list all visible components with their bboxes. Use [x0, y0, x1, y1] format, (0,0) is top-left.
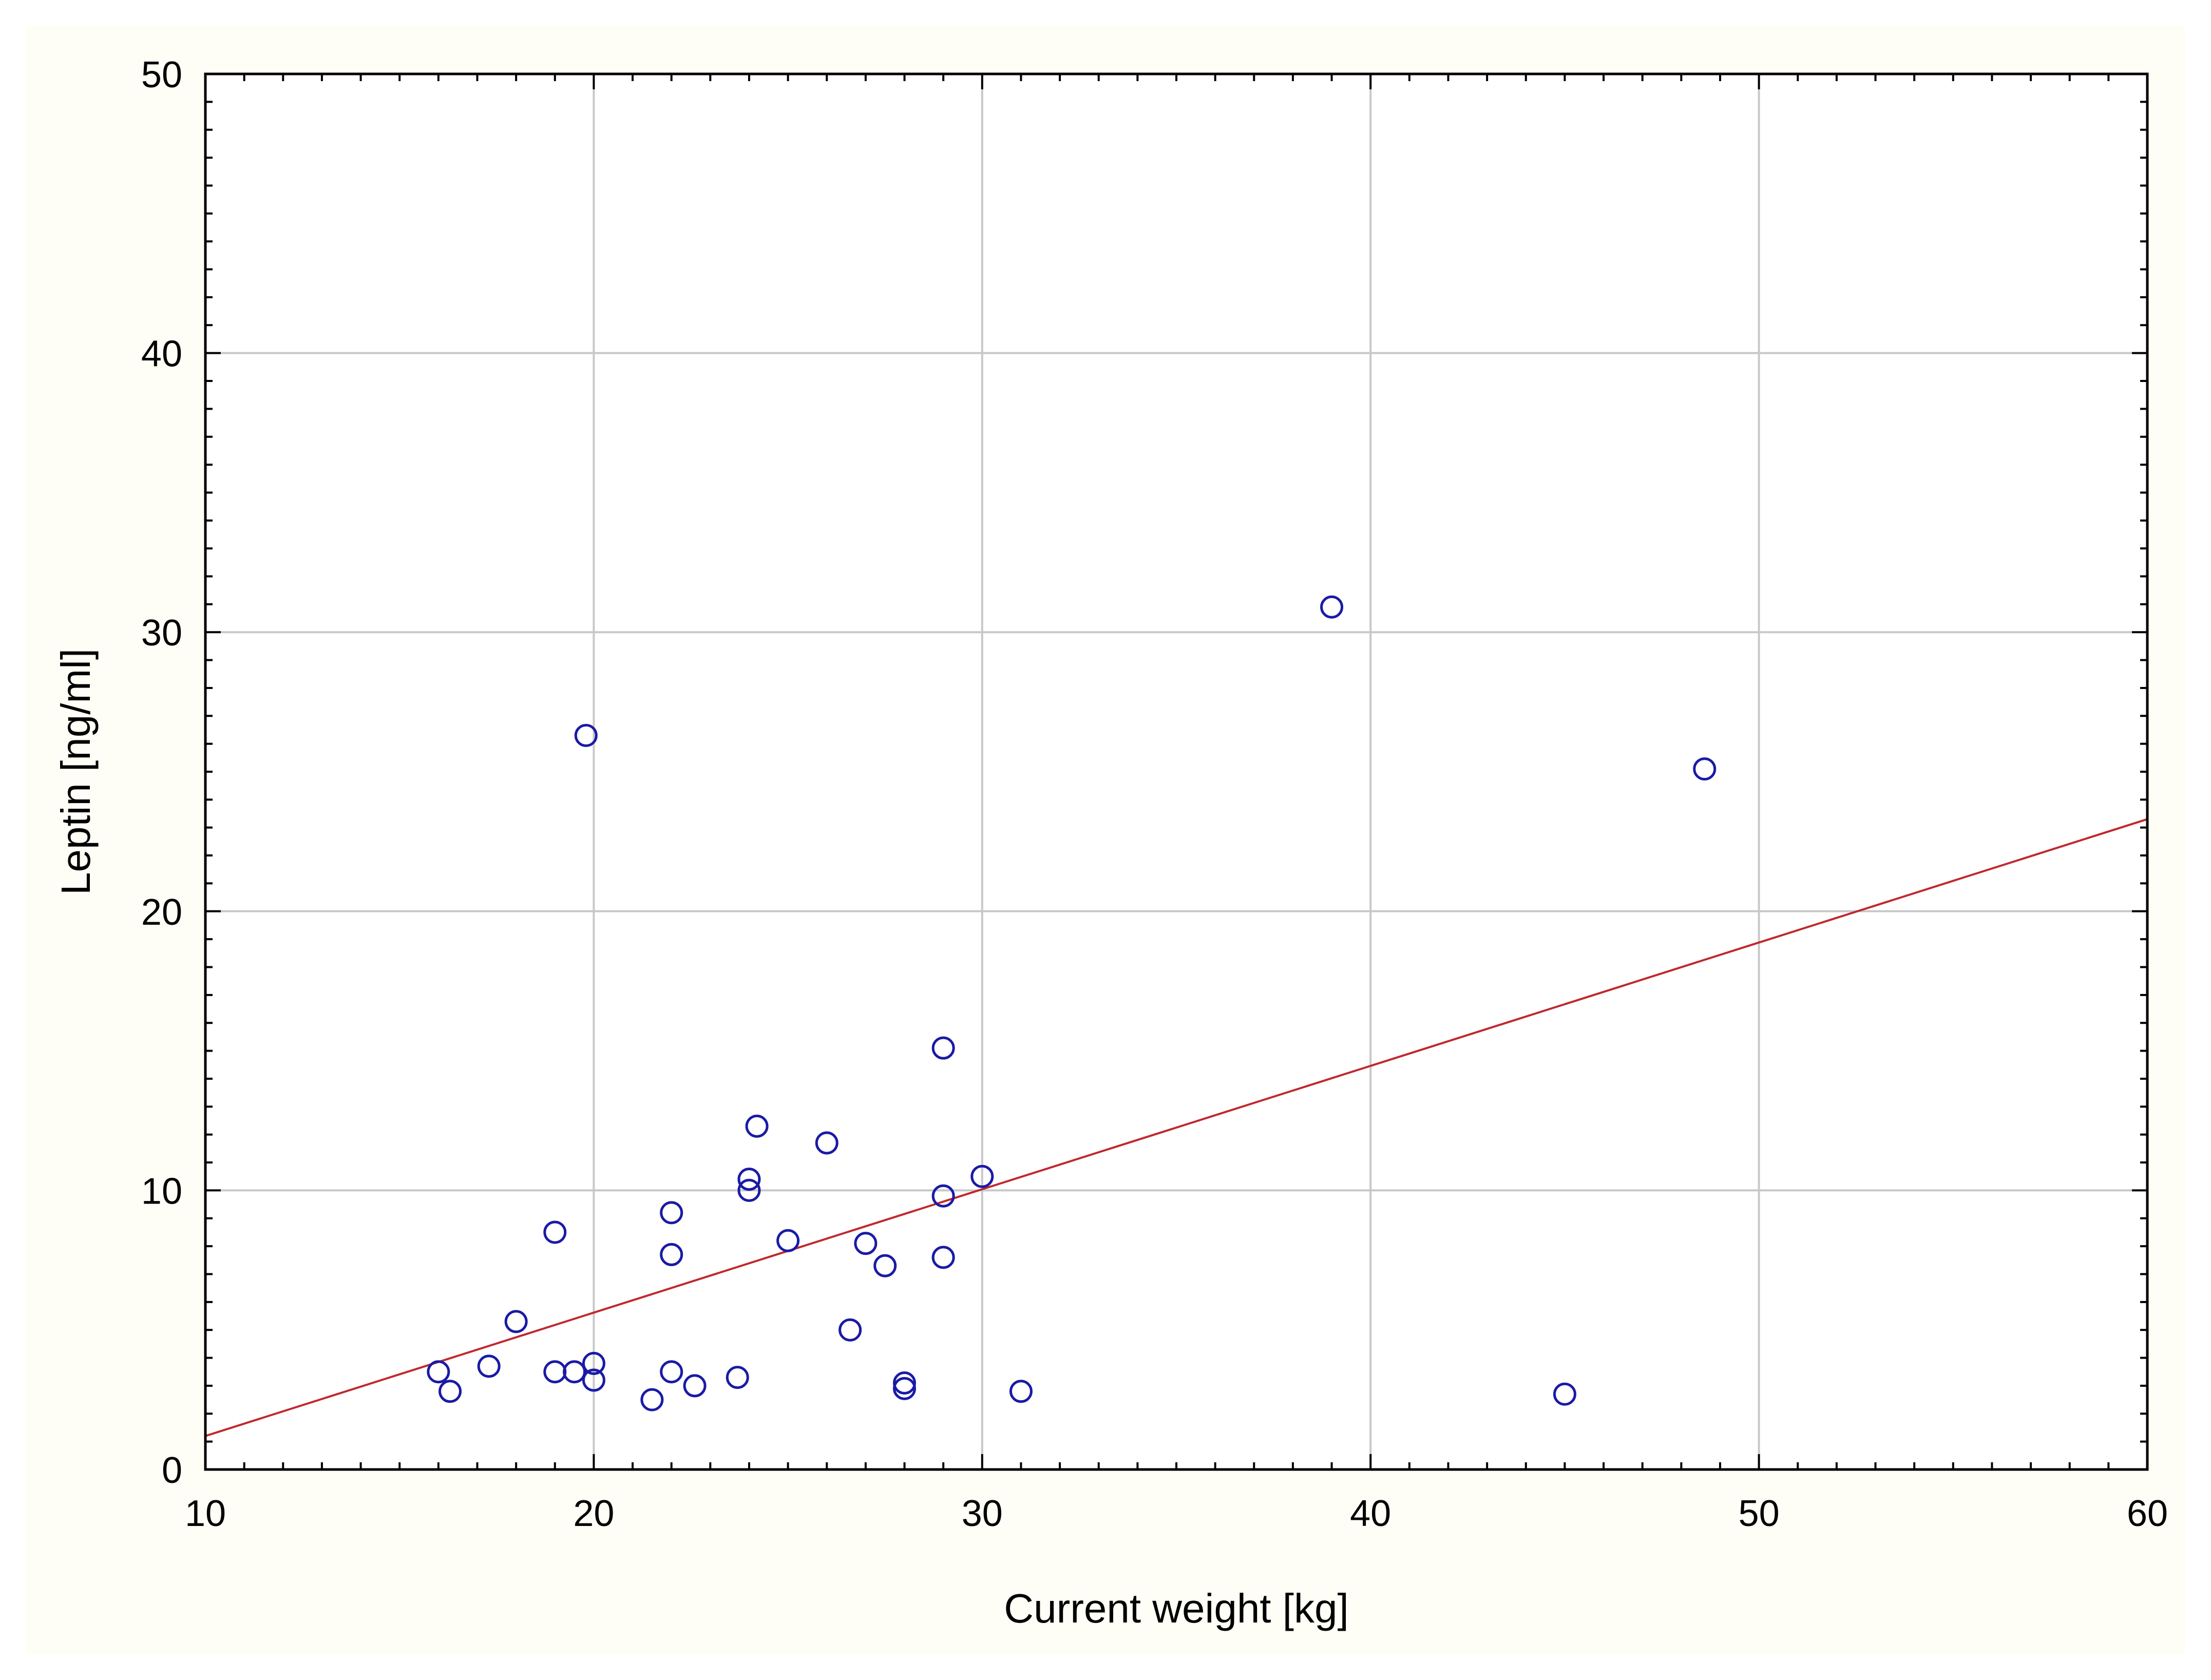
data-point — [970, 1164, 994, 1188]
x-tick-label: 60 — [2127, 1493, 2168, 1534]
data-point — [1693, 757, 1717, 781]
y-tick-label: 40 — [141, 334, 182, 375]
data-point — [582, 1351, 605, 1375]
plot-area — [205, 74, 2147, 1469]
data-point — [439, 1380, 462, 1403]
y-tick-label: 20 — [141, 892, 182, 933]
data-point — [427, 1360, 450, 1384]
y-tick-label: 30 — [141, 613, 182, 654]
x-tick-label: 20 — [573, 1493, 614, 1534]
data-point — [931, 1036, 955, 1060]
data-point — [660, 1243, 683, 1266]
data-point — [1553, 1382, 1576, 1406]
grid-lines — [205, 74, 2147, 1469]
data-point — [931, 1184, 955, 1208]
data-point — [854, 1232, 878, 1255]
data-point — [1320, 595, 1344, 619]
data-point — [737, 1178, 761, 1202]
y-tick-label: 0 — [162, 1450, 182, 1491]
x-tick-labels: 10 20 30 40 50 60 — [185, 1493, 2168, 1534]
x-tick-label: 30 — [962, 1493, 1003, 1534]
data-point — [640, 1388, 664, 1411]
data-point — [504, 1310, 528, 1333]
x-tick-label: 50 — [1739, 1493, 1780, 1534]
data-point — [776, 1229, 800, 1252]
data-point — [1009, 1380, 1033, 1403]
data-point — [873, 1254, 897, 1277]
data-point — [563, 1360, 586, 1384]
x-axis-title: Current weight [kg] — [1004, 1586, 1348, 1631]
data-point — [745, 1114, 769, 1138]
data-point — [660, 1201, 683, 1225]
regression-line — [205, 818, 2148, 1437]
x-tick-label: 10 — [185, 1493, 226, 1534]
plot-border — [204, 72, 2149, 1471]
data-point — [574, 723, 598, 747]
data-point — [683, 1374, 707, 1398]
data-point — [893, 1377, 917, 1400]
y-axis-title: Leptin [ng/ml] — [53, 648, 99, 895]
trend-line-group — [205, 818, 2148, 1437]
data-point — [660, 1360, 683, 1384]
data-point — [582, 1368, 605, 1392]
data-point — [726, 1366, 749, 1389]
data-point — [838, 1318, 862, 1342]
y-tick-labels: 0 10 20 30 40 50 — [141, 54, 182, 1491]
y-tick-label: 10 — [141, 1171, 182, 1212]
data-point — [477, 1354, 501, 1378]
data-point — [893, 1371, 917, 1395]
data-point — [931, 1246, 955, 1269]
data-point — [543, 1220, 567, 1244]
data-point — [737, 1168, 761, 1191]
data-point — [815, 1131, 838, 1155]
data-points — [427, 595, 1717, 1411]
x-tick-label: 40 — [1350, 1493, 1391, 1534]
y-tick-label: 50 — [141, 54, 182, 96]
